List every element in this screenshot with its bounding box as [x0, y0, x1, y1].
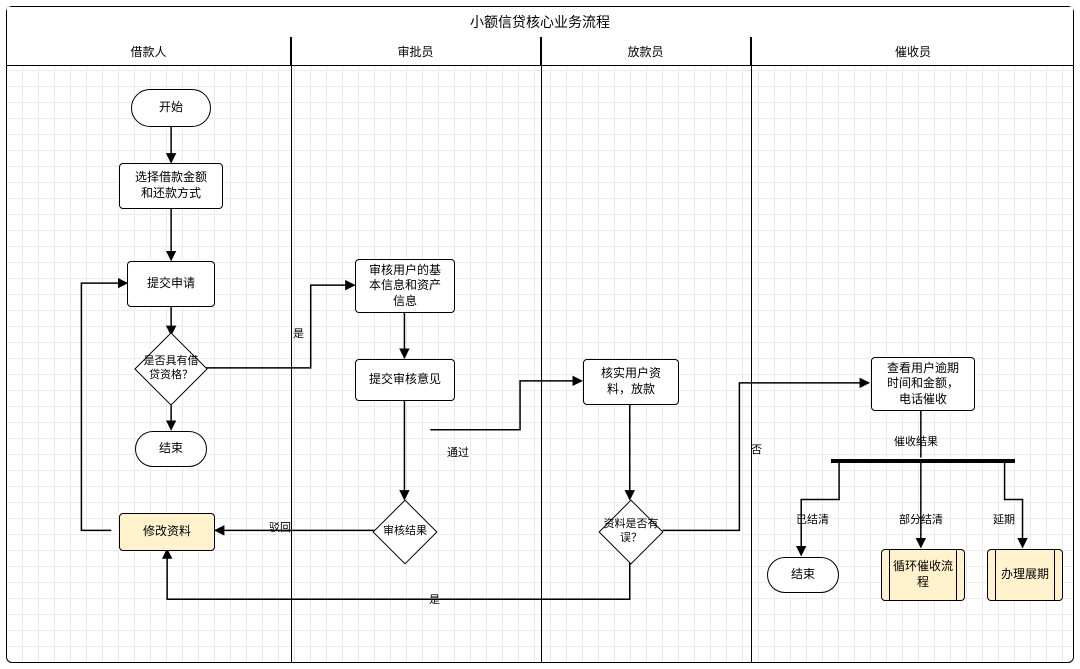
- lane-headers: 借款人 审批员 放款员 催收员: [7, 37, 1073, 66]
- decision-data_error: 资料是否有误？: [608, 509, 654, 555]
- diamond-shape: [598, 499, 663, 564]
- node-review_info: 审核用户的基本信息和资产信息: [355, 259, 455, 313]
- edge-label: 催收结果: [892, 433, 940, 449]
- node-submit_apply: 提交申请: [127, 261, 215, 307]
- lane-label: 借款人: [130, 43, 166, 60]
- edge-label: 延期: [991, 511, 1017, 527]
- edge-e9: [81, 283, 127, 530]
- node-label: 查看用户逾期时间和金额，电话催收: [887, 361, 959, 408]
- edge-e14: [801, 462, 839, 556]
- predefined-bar: [1054, 550, 1055, 600]
- edge-label: 已结清: [794, 511, 831, 527]
- edge-label: 通过: [445, 444, 471, 460]
- lane-header-reviewer: 审批员: [291, 37, 541, 65]
- lane-header-disburser: 放款员: [541, 37, 751, 65]
- diamond-shape: [372, 499, 437, 564]
- lane-label: 放款员: [627, 43, 663, 60]
- edge-label: 部分结清: [897, 511, 945, 527]
- edge-label: 驳回: [267, 519, 293, 535]
- node-select_amount: 选择借款金额和还款方式: [119, 163, 223, 209]
- flowchart-canvas: 小额信贷核心业务流程 借款人 审批员 放款员 催收员 开始选择借款金额和还款方式提交申…: [0, 0, 1080, 669]
- lane-header-collector: 催收员: [751, 37, 1075, 65]
- node-start: 开始: [131, 89, 211, 127]
- title-text: 小额信贷核心业务流程: [470, 12, 610, 32]
- lane-header-borrower: 借款人: [7, 37, 291, 65]
- node-submit_opinion: 提交审核意见: [355, 359, 455, 401]
- decision-review_result: 审核结果: [382, 509, 428, 555]
- node-label: 核实用户资料，放款: [601, 366, 661, 397]
- predefined-bar: [889, 550, 890, 600]
- diamond-shape: [134, 332, 208, 406]
- swimlane-frame: 小额信贷核心业务流程 借款人 审批员 放款员 催收员 开始选择借款金额和还款方式提交申…: [6, 6, 1074, 663]
- node-label: 结束: [159, 441, 183, 457]
- node-end2: 结束: [767, 557, 839, 593]
- lane-label: 审批员: [397, 43, 433, 60]
- node-label: 提交审核意见: [369, 372, 441, 388]
- edge-label: 是: [427, 591, 442, 607]
- lane-label: 催收员: [895, 43, 931, 60]
- edge-e5: [204, 285, 355, 368]
- edge-e12: [663, 383, 869, 531]
- predefined-bar: [956, 550, 957, 600]
- edge-e16: [1005, 462, 1023, 548]
- lane-divider: [541, 37, 542, 662]
- node-end1: 结束: [135, 431, 207, 467]
- node-extend: 办理展期: [987, 549, 1063, 601]
- node-label: 结束: [791, 567, 815, 583]
- fork-bar: [831, 459, 1015, 463]
- node-loop_collect: 循环催收流程: [881, 549, 965, 601]
- lane-divider: [291, 37, 292, 662]
- node-label: 修改资料: [143, 524, 191, 540]
- edge-label: 否: [749, 441, 764, 457]
- node-label: 循环催收流程: [893, 559, 953, 590]
- lane-divider: [751, 37, 752, 662]
- node-label: 审核用户的基本信息和资产信息: [369, 263, 441, 310]
- node-label: 开始: [159, 100, 183, 116]
- edge-label: 是: [291, 325, 306, 341]
- node-label: 办理展期: [1001, 567, 1049, 583]
- node-label: 选择借款金额和还款方式: [135, 170, 207, 201]
- node-label: 提交申请: [147, 276, 195, 292]
- predefined-bar: [995, 550, 996, 600]
- diagram-title: 小额信贷核心业务流程: [7, 7, 1073, 38]
- node-call_collect: 查看用户逾期时间和金额，电话催收: [871, 357, 975, 411]
- decision-qualify: 是否具有借贷资格？: [145, 343, 197, 395]
- node-disburse: 核实用户资料，放款: [583, 359, 679, 405]
- node-edit_info: 修改资料: [119, 513, 215, 551]
